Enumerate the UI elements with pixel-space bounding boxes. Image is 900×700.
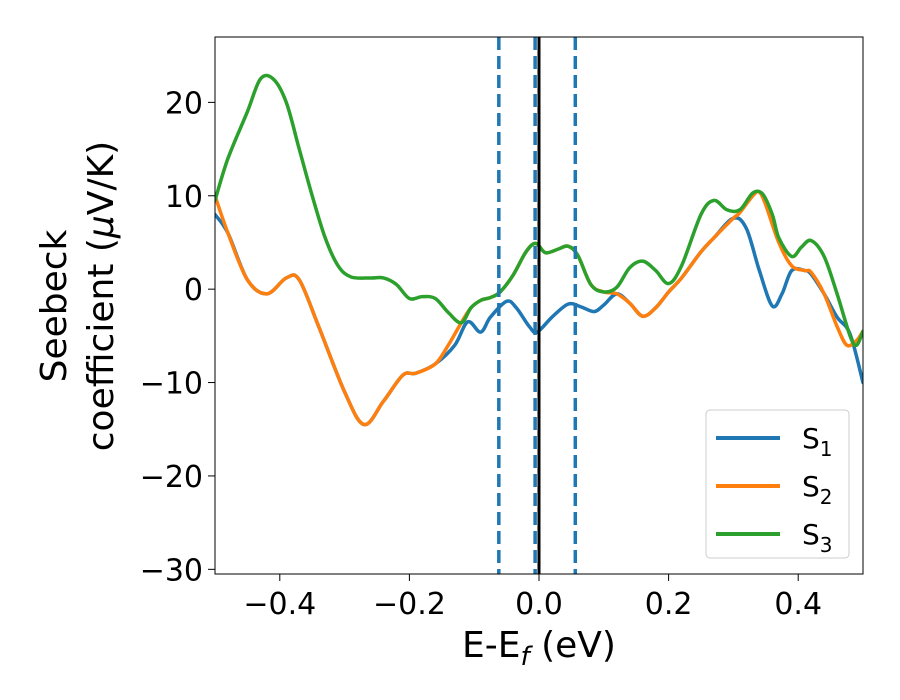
x-axis-ticks: −0.4 −0.2 0.0 0.2 0.4 — [243, 574, 822, 622]
y-tick-label: −20 — [140, 460, 203, 495]
legend-label-s1: S1 — [802, 422, 833, 461]
x-tick-label: 0.4 — [774, 587, 822, 622]
legend-entries: S1 S2 S3 — [716, 422, 833, 557]
y-axis-ticks: −30 −20 −10 0 10 20 — [140, 86, 215, 588]
x-axis-label: E-Ef (eV) — [462, 625, 616, 672]
legend-label-s3: S3 — [802, 518, 833, 557]
y-tick-label: −10 — [140, 367, 203, 402]
legend: S1 S2 S3 — [705, 409, 850, 559]
y-axis-label-line1: Seebeck — [34, 229, 75, 382]
y-axis-label-line2: coefficient (μV/K) — [81, 141, 122, 451]
x-tick-label: 0.2 — [645, 587, 693, 622]
x-tick-label: −0.2 — [373, 587, 446, 622]
series-line-s3 — [215, 73, 863, 348]
y-tick-label: 0 — [184, 273, 203, 308]
x-tick-label: −0.4 — [243, 587, 316, 622]
x-tick-label: 0.0 — [515, 587, 563, 622]
vline-layer — [497, 37, 578, 574]
y-tick-label: 20 — [165, 86, 203, 121]
y-tick-label: 10 — [165, 180, 203, 215]
legend-label-s2: S2 — [802, 470, 833, 509]
y-tick-label: −30 — [140, 553, 203, 588]
